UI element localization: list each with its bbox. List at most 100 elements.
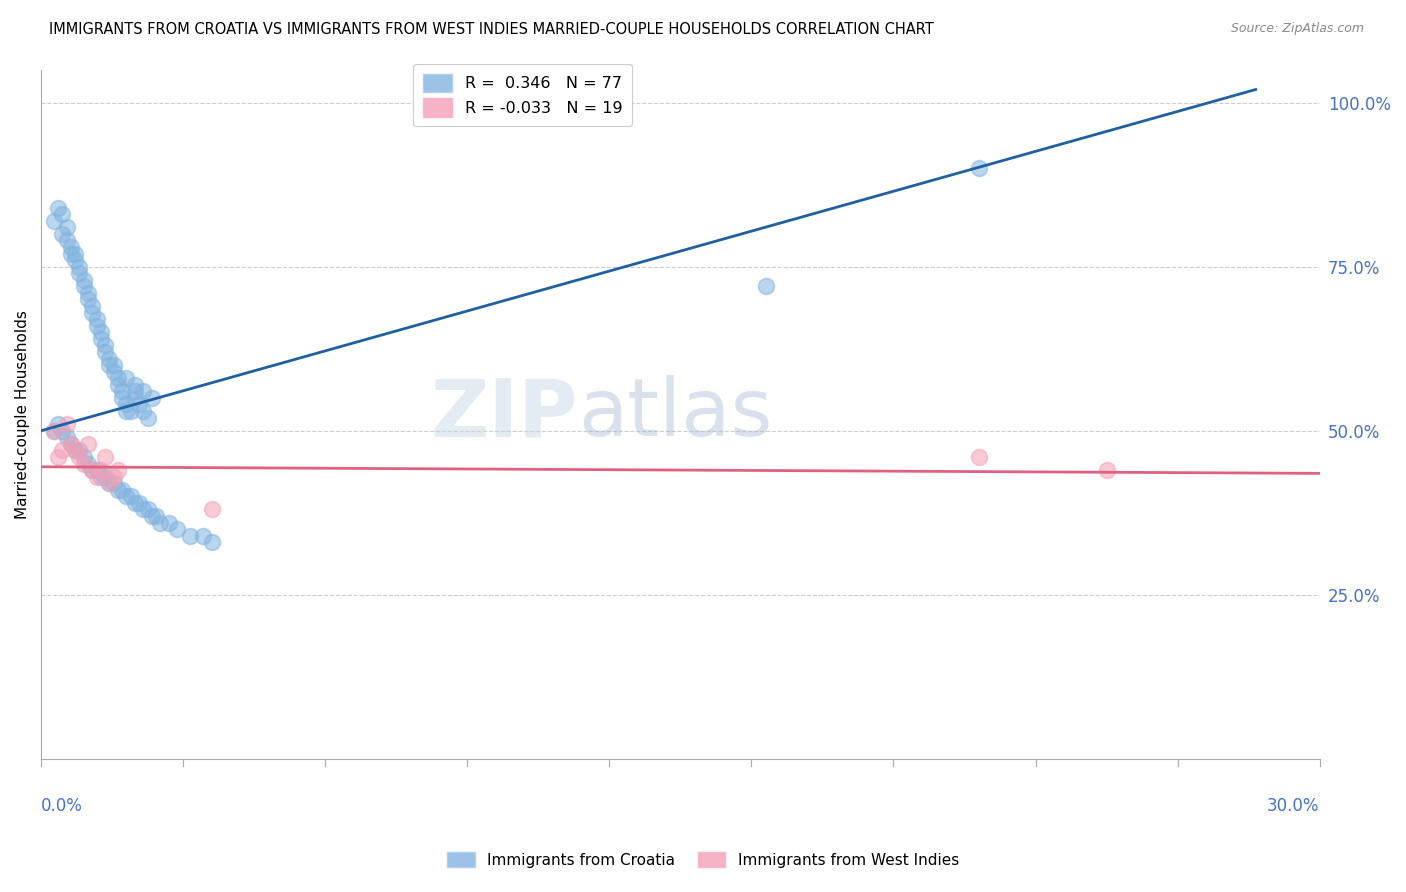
Point [132,502,155,516]
Point [124,377,146,392]
Point [94,345,117,359]
Point [115,489,138,503]
Point [77,285,100,300]
Point [141,391,163,405]
Point [120,404,142,418]
Point [94,338,117,352]
Point [179,529,201,543]
Point [967,161,990,176]
Point [107,371,129,385]
Point [55,430,77,444]
Point [107,377,129,392]
Point [103,358,125,372]
Point [98,476,121,491]
Point [63,253,86,268]
Point [51,424,73,438]
Point [145,508,167,523]
Text: ZIP: ZIP [430,376,578,453]
Point [94,450,117,464]
Point [90,463,112,477]
Point [82,463,104,477]
Point [107,463,129,477]
Point [967,450,990,464]
Text: 30.0%: 30.0% [1267,797,1320,814]
Point [82,463,104,477]
Text: IMMIGRANTS FROM CROATIA VS IMMIGRANTS FROM WEST INDIES MARRIED-COUPLE HOUSEHOLDS: IMMIGRANTS FROM CROATIA VS IMMIGRANTS FR… [49,22,934,37]
Point [69,443,91,458]
Point [90,469,112,483]
Point [115,404,138,418]
Point [73,279,96,293]
Point [77,293,100,307]
Point [86,469,108,483]
Point [124,391,146,405]
Legend: R =  0.346   N = 77, R = -0.033   N = 19: R = 0.346 N = 77, R = -0.033 N = 19 [413,64,631,127]
Point [59,437,82,451]
Point [59,246,82,260]
Point [98,351,121,366]
Point [111,391,134,405]
Point [107,483,129,497]
Point [90,326,112,340]
Point [59,437,82,451]
Point [98,358,121,372]
Point [73,450,96,464]
Point [51,443,73,458]
Point [59,240,82,254]
Point [77,437,100,451]
Point [55,234,77,248]
Point [51,227,73,241]
Point [69,450,91,464]
Point [94,469,117,483]
Point [111,384,134,399]
Text: atlas: atlas [578,376,772,453]
Point [149,516,172,530]
Point [86,318,108,333]
Point [46,450,69,464]
Text: Source: ZipAtlas.com: Source: ZipAtlas.com [1230,22,1364,36]
Point [157,516,180,530]
Point [115,397,138,411]
Text: 0.0%: 0.0% [41,797,83,814]
Point [103,476,125,491]
Y-axis label: Married-couple Households: Married-couple Households [15,310,30,519]
Point [124,496,146,510]
Point [42,424,65,438]
Point [55,417,77,431]
Point [136,410,159,425]
Point [90,332,112,346]
Point [69,266,91,280]
Point [755,279,778,293]
Point [120,489,142,503]
Point [63,246,86,260]
Point [46,417,69,431]
Legend: Immigrants from Croatia, Immigrants from West Indies: Immigrants from Croatia, Immigrants from… [440,844,966,875]
Point [166,522,188,536]
Point [136,502,159,516]
Point [200,535,222,549]
Point [111,483,134,497]
Point [55,220,77,235]
Point [46,201,69,215]
Point [115,371,138,385]
Point [191,529,214,543]
Point [82,299,104,313]
Point [200,502,222,516]
Point [82,305,104,319]
Point [63,443,86,458]
Point [132,404,155,418]
Point [124,384,146,399]
Point [103,469,125,483]
Point [51,207,73,221]
Point [98,476,121,491]
Point [73,457,96,471]
Point [42,213,65,227]
Point [86,312,108,326]
Point [77,457,100,471]
Point [141,508,163,523]
Point [128,496,150,510]
Point [132,384,155,399]
Point [69,260,91,274]
Point [103,365,125,379]
Point [73,273,96,287]
